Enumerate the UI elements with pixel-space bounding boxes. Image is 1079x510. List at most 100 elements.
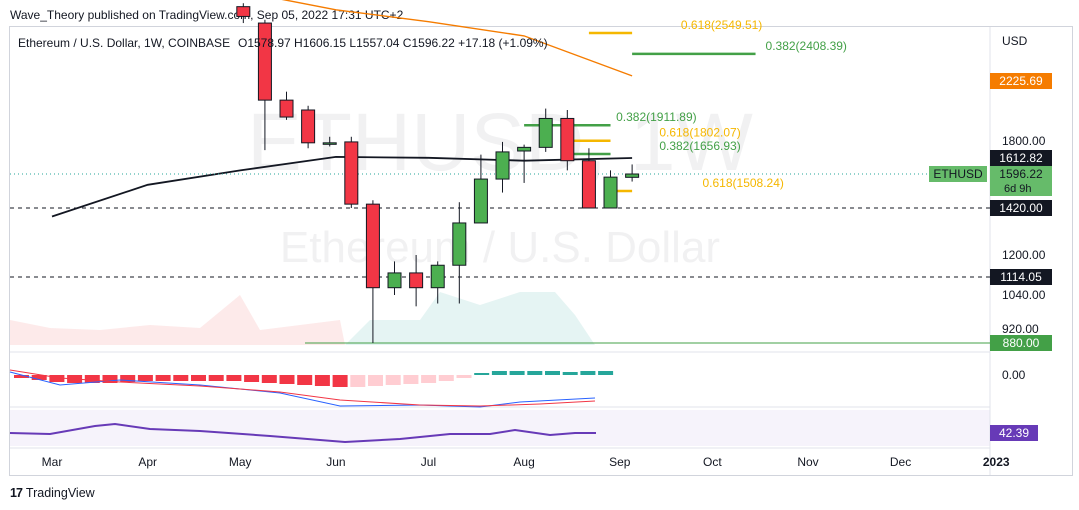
volume-area-green [345, 292, 595, 345]
candle-body [387, 272, 402, 289]
fib-level-label: 0.618(2549.51) [681, 18, 762, 32]
line-price-tag-bg [990, 269, 1052, 285]
fib-level-label: 0.382(1656.93) [659, 139, 740, 153]
macd-histogram-bar [102, 375, 118, 383]
macd-histogram-bar [226, 375, 242, 381]
time-tick-label: Dec [890, 455, 911, 469]
price-tick-label: 1040.00 [1002, 288, 1046, 302]
macd-histogram-bar [403, 375, 419, 384]
orange-ma-price-tag-bg [990, 73, 1052, 89]
line-price-tag: 1420.00 [999, 201, 1043, 215]
macd-histogram-bar [244, 375, 260, 382]
macd-histogram-bar [385, 375, 401, 385]
symbol-line: Ethereum / U.S. Dollar, 1W, COINBASE [18, 36, 230, 50]
candles [236, 3, 640, 343]
time-tick-label: 2023 [983, 455, 1010, 469]
candle-body [603, 176, 618, 209]
macd-histogram-bar [598, 371, 614, 375]
macd-zero-label: 0.00 [1002, 368, 1026, 382]
macd-histogram-bar [456, 375, 472, 378]
time-tick-label: Aug [513, 455, 534, 469]
candle-body [301, 109, 316, 144]
black-ma-price-tag-bg [990, 150, 1052, 166]
rsi-tag: 42.39 [999, 426, 1029, 440]
macd-histogram-bar [279, 375, 295, 384]
macd-histogram-bar [314, 375, 330, 386]
time-tick-label: May [229, 455, 252, 469]
macd-histogram-bar [580, 371, 596, 375]
candle-body [322, 142, 337, 145]
candle-body [473, 178, 488, 224]
macd-histogram-bar [31, 375, 47, 380]
time-tick-label: Oct [703, 455, 722, 469]
macd-pane: 0.00 [9, 368, 1026, 408]
macd-histogram-bar [14, 375, 29, 378]
macd-line [9, 371, 596, 408]
macd-histogram-bar [120, 375, 136, 382]
current-price-tag: 1596.22 [999, 167, 1043, 181]
current-price-tag-bg [990, 166, 1052, 196]
line-price-tag: 880.00 [1003, 336, 1040, 350]
tradingview-logo[interactable]: 17 TradingView [10, 486, 95, 500]
time-tick-label: Apr [138, 455, 157, 469]
candle-body [257, 22, 272, 101]
macd-histogram-bar [173, 375, 189, 381]
macd-histogram-bar [438, 375, 454, 381]
time-tick-label: Nov [797, 455, 818, 469]
candle-countdown: 6d 9h [1004, 183, 1032, 195]
macd-histogram-bar [527, 371, 543, 375]
candle-body [409, 272, 424, 289]
symbol-tag: ETHUSD [933, 167, 983, 181]
macd-histogram-bar [474, 373, 490, 375]
price-tick-label: 920.00 [1002, 322, 1039, 336]
macd-histogram-bar [155, 375, 171, 381]
fib-levels: 0.618(2549.51) 0.382(2408.39) 0.382(1911.8… [524, 18, 847, 193]
orange-ma-line [281, 0, 633, 77]
rsi-tag-bg [990, 425, 1038, 441]
macd-histogram-bar [368, 375, 383, 386]
horizontal-lines [10, 207, 990, 344]
fib-level-label: 0.382(2408.39) [766, 39, 847, 53]
rsi-line [9, 422, 596, 444]
macd-histogram-bar [332, 375, 348, 387]
fib-level-label: 0.382(1911.89) [616, 110, 697, 124]
fib-level-label: 0.618(1802.07) [659, 126, 740, 140]
indicator-panes [10, 27, 991, 475]
candle-body [365, 203, 380, 289]
candle-body [452, 222, 467, 266]
time-axis: Mar Apr May Jun Jul Aug Sep Oct Nov Dec 2023 [42, 455, 1010, 469]
macd-histogram-bar [208, 375, 224, 381]
candle-body [538, 117, 553, 148]
volume-area-red [10, 295, 345, 345]
line-price-tag-bg [990, 335, 1052, 351]
price-tick-label: 1200.00 [1002, 248, 1046, 262]
rsi-pane: 42.39 [9, 422, 1038, 444]
black-ma-price-tag: 1612.82 [999, 151, 1043, 165]
ohlc-line: O1578.97 H1606.15 L1557.04 C1596.22 +17.… [238, 36, 548, 50]
macd-histogram-bar [297, 375, 313, 385]
macd-histogram-bar [562, 372, 578, 375]
macd-histogram-bar [509, 371, 525, 375]
candle-body [495, 151, 510, 180]
time-tick-label: Jul [421, 455, 436, 469]
time-tick-label: Mar [42, 455, 63, 469]
time-tick-label: Jun [326, 455, 345, 469]
macd-histogram-bar [84, 375, 100, 383]
candle-body [581, 160, 596, 209]
fib-level-label: 0.618(1508.24) [703, 176, 784, 190]
price-tick-label: 1800.00 [1002, 134, 1046, 148]
price-axis: 1800.00 1200.00 1040.00 920.00 2225.69 1612.8… [929, 73, 1052, 351]
candle-body [236, 6, 251, 17]
macd-histogram-bar [49, 375, 65, 382]
orange-ma-price-tag: 2225.69 [999, 74, 1043, 88]
rsi-band [10, 410, 990, 446]
macd-histogram-bar [261, 375, 277, 383]
candle-body [560, 117, 575, 162]
symbol-tag-bg [929, 166, 987, 182]
candle-body [517, 146, 532, 152]
chart-frame [9, 26, 1073, 476]
time-tick-label: Sep [609, 455, 631, 469]
candle-body [279, 99, 294, 118]
candle-body [344, 141, 359, 205]
